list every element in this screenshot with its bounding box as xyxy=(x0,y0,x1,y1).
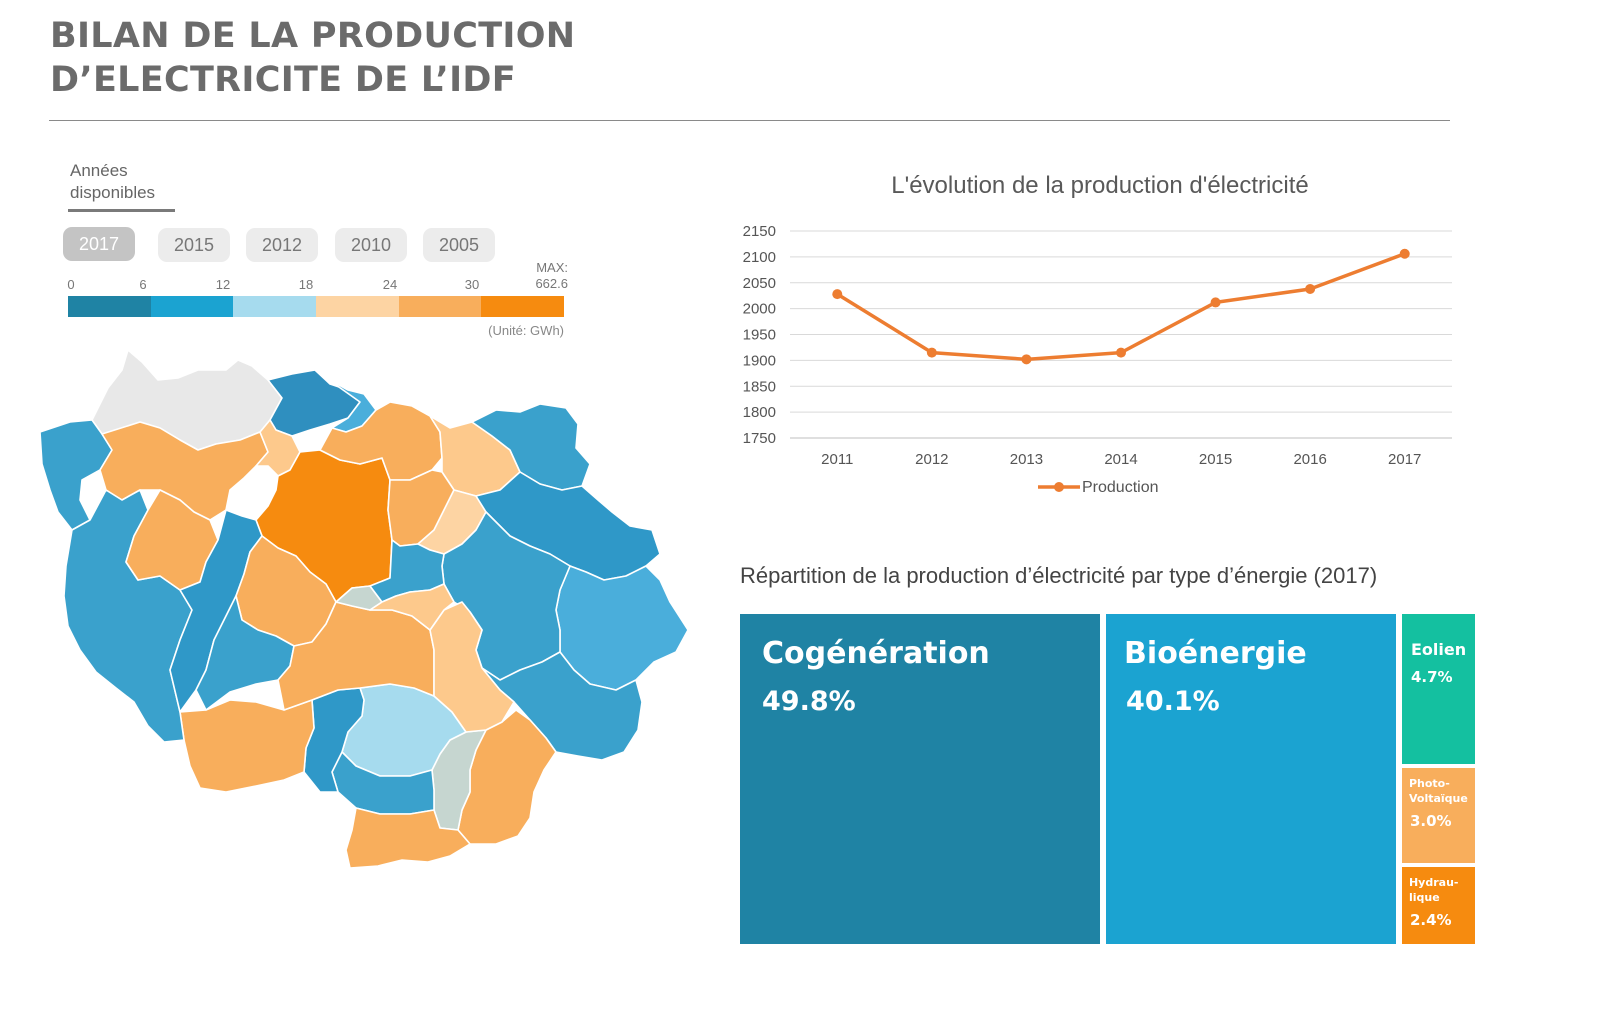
idf-choropleth-map xyxy=(39,349,689,869)
treemap-tile-label: Cogénération xyxy=(762,636,990,671)
year-button-2010[interactable]: 2010 xyxy=(335,228,407,262)
y-tick-label: 1900 xyxy=(743,352,776,369)
treemap-tile-percent: 49.8% xyxy=(762,686,856,717)
legend-label-production: Production xyxy=(1082,479,1159,496)
legend-tick: 12 xyxy=(215,277,231,292)
treemap-title: Répartition de la production d’électrici… xyxy=(740,563,1378,588)
x-tick-label: 2013 xyxy=(1010,451,1043,468)
treemap-tile-label: Bioénergie xyxy=(1124,636,1307,671)
years-label-line-2: disponibles xyxy=(70,183,156,202)
treemap-tile-percent: 40.1% xyxy=(1126,686,1220,717)
legend-tick: 6 xyxy=(139,277,147,292)
year-button-2015[interactable]: 2015 xyxy=(158,228,230,262)
map-region xyxy=(345,807,471,869)
legend-swatch xyxy=(398,296,482,317)
year-button-2012[interactable]: 2012 xyxy=(246,228,318,262)
map-legend-ticks: 0 6 12 18 24 30 xyxy=(67,277,564,293)
data-point xyxy=(1305,283,1316,294)
x-tick-label: 2017 xyxy=(1388,451,1421,468)
legend-swatch xyxy=(68,296,151,317)
page-title: BILAN DE LA PRODUCTION D’ELECTRICITE DE … xyxy=(50,14,575,102)
map-region xyxy=(369,583,455,631)
treemap-tile-label-line: Voltaïque xyxy=(1408,791,1468,805)
year-button-2017[interactable]: 2017 xyxy=(63,227,135,261)
legend-swatch xyxy=(481,296,565,317)
data-point xyxy=(1399,248,1410,259)
x-tick-label: 2015 xyxy=(1199,451,1232,468)
legend-unit: (Unité: GWh) xyxy=(488,323,564,338)
map-region xyxy=(39,419,113,531)
x-tick-label: 2016 xyxy=(1293,451,1326,468)
legend-max-label: MAX: xyxy=(536,260,568,275)
treemap-tile-label-line: Photo- xyxy=(1408,776,1450,790)
treemap-tile-label-line: lique xyxy=(1408,891,1440,905)
years-label-underline xyxy=(68,209,175,212)
map-region xyxy=(179,699,315,793)
y-tick-label: 2100 xyxy=(743,249,776,266)
line-chart: 1750 1800 1850 1900 1950 2000 2050 2100 2150 2011… xyxy=(743,223,1452,496)
line-chart-title: L'évolution de la production d'électrici… xyxy=(891,172,1309,199)
energy-treemap: Cogénération 49.8% Bioénergie 40.1% Eolien 4.… xyxy=(740,614,1475,944)
treemap-tile-label: Photo- Voltaïque xyxy=(1409,776,1468,806)
x-tick-label: 2014 xyxy=(1104,451,1137,468)
data-point xyxy=(1210,297,1221,308)
legend-max: MAX: 662.6 xyxy=(524,260,568,292)
y-tick-label: 1800 xyxy=(743,404,776,421)
legend-swatch xyxy=(316,296,399,317)
legend-marker-production xyxy=(1054,482,1064,492)
y-tick-label: 2050 xyxy=(743,275,776,292)
treemap-tile-percent: 2.4% xyxy=(1409,911,1452,930)
x-tick-label: 2012 xyxy=(915,451,948,468)
data-point xyxy=(1116,347,1126,358)
series-line-production xyxy=(836,252,1406,362)
map-region xyxy=(471,403,591,491)
treemap-tile-photo-voltaïque: Photo- Voltaïque 3.0% xyxy=(1401,767,1475,864)
legend-max-value: 662.6 xyxy=(535,276,568,291)
y-tick-label: 2000 xyxy=(743,301,776,318)
legend-tick: 30 xyxy=(464,277,480,292)
map-region xyxy=(429,601,515,733)
treemap-tile-label-line: Hydrau- xyxy=(1408,876,1459,890)
data-point xyxy=(1021,354,1032,365)
treemap-tile-label: Hydrau-lique xyxy=(1409,875,1459,905)
page-title-line-2: D’ELECTRICITE DE L’IDF xyxy=(50,60,516,100)
year-button-2005[interactable]: 2005 xyxy=(423,228,495,262)
data-point xyxy=(832,289,843,300)
map-legend-color-bar xyxy=(68,296,565,317)
treemap-tile-percent: 4.7% xyxy=(1410,668,1453,686)
treemap-tile-eolien: Eolien 4.7% xyxy=(1401,614,1475,764)
legend-tick: 24 xyxy=(382,277,398,292)
legend-swatch xyxy=(150,296,234,317)
years-label-line-1: Années xyxy=(70,161,128,180)
title-divider xyxy=(49,120,1450,121)
treemap-tile-bioénergie: Bioénergie 40.1% xyxy=(1106,614,1396,944)
data-point xyxy=(926,347,937,358)
legend-tick: 18 xyxy=(298,277,314,292)
legend-tick: 0 xyxy=(67,277,75,292)
page-title-line-1: BILAN DE LA PRODUCTION xyxy=(50,16,576,56)
legend-swatch xyxy=(233,296,317,317)
treemap-tile-cogénération: Cogénération 49.8% xyxy=(740,614,1101,944)
treemap-tile-percent: 3.0% xyxy=(1409,811,1452,830)
y-tick-label: 2150 xyxy=(743,223,776,240)
y-tick-label: 1850 xyxy=(743,378,776,395)
years-label: Années disponibles xyxy=(70,160,155,204)
x-tick-label: 2011 xyxy=(821,451,853,468)
y-tick-label: 1750 xyxy=(743,430,776,447)
treemap-tile-label: Eolien xyxy=(1410,640,1467,659)
y-tick-label: 1950 xyxy=(743,327,776,344)
treemap-tile-hydraulique: Hydrau-lique 2.4% xyxy=(1401,867,1475,944)
